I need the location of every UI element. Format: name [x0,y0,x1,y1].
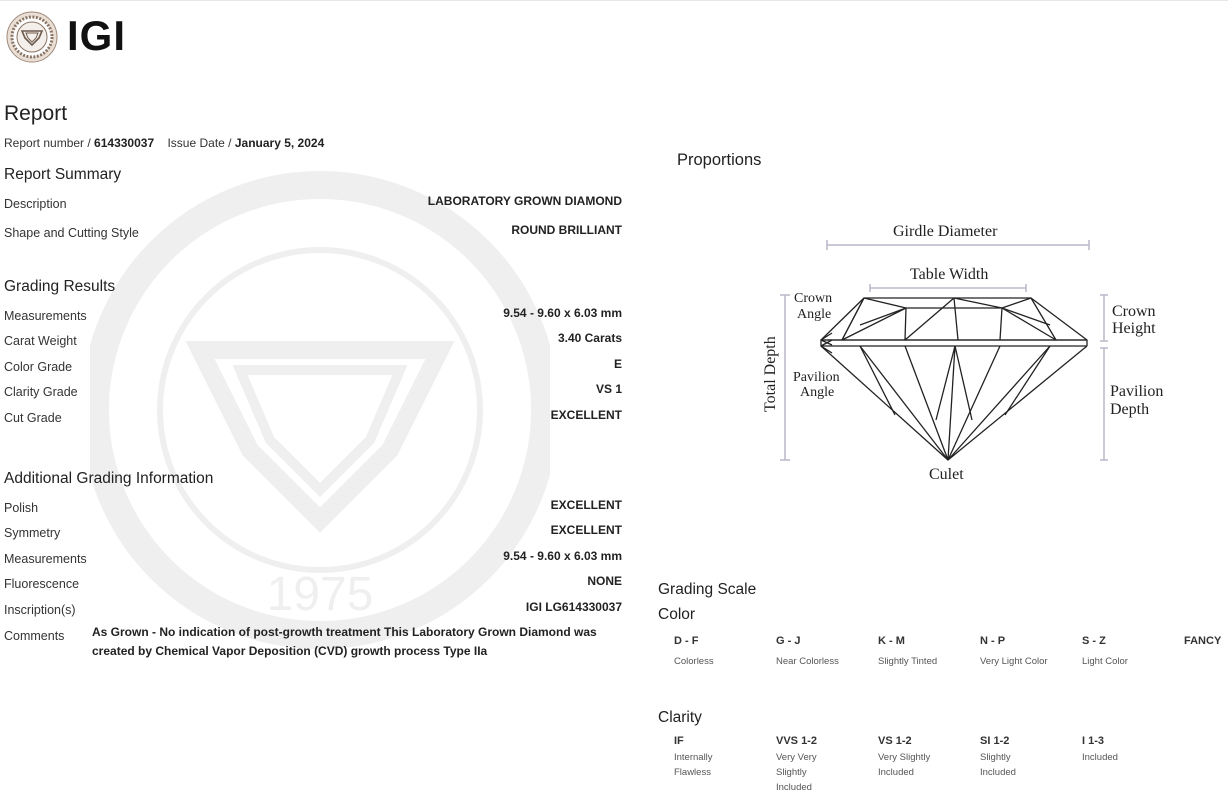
summary-label: Shape and Cutting Style [4,226,139,240]
additional-label: Measurements [4,552,87,566]
grading-label: Cut Grade [4,411,62,425]
color-scale-code: N - P [980,635,1006,647]
diamond-profile-icon: Girdle Diameter Table Width Crown Angle … [762,223,1163,483]
pavilion-angle-label: Pavilion [793,370,840,385]
igi-seal-icon [6,11,58,63]
grading-label: Measurements [4,309,87,323]
crown-angle-label: Angle [797,307,831,322]
color-scale-desc: Near Colorless [776,656,839,667]
comments-text: As Grown - No indication of post-growth … [92,625,597,658]
clarity-scale-desc: Internally Flawless [674,752,713,778]
svg-text:1975: 1975 [267,568,374,621]
clarity-scale-code: SI 1-2 [980,735,1010,747]
clarity-scale-code: VVS 1-2 [776,735,817,747]
igi-watermark-seal-icon: 1975 [90,171,550,649]
clarity-scale-desc: Very Very Slightly Included [776,752,817,793]
color-scale-desc: Slightly Tinted [878,656,938,667]
additional-label: Inscription(s) [4,603,76,617]
table-width-label: Table Width [910,266,988,283]
summary-value: LABORATORY GROWN DIAMOND [427,194,622,208]
color-scale-code: FANCY [1184,635,1222,647]
additional-label: Symmetry [4,526,61,540]
report-title: Report [4,102,68,125]
grading-value: VS 1 [595,382,622,396]
grading-label: Carat Weight [4,334,77,348]
color-scale-code: G - J [776,635,801,647]
grading-value: E [613,357,622,371]
total-depth-label: Total Depth [762,336,779,412]
additional-value: NONE [587,574,622,588]
igi-logo-text: IGI [67,12,127,59]
culet-label: Culet [929,466,964,483]
grading-value: 9.54 - 9.60 x 6.03 mm [503,306,622,320]
grading-scale-title: Grading Scale [658,581,757,598]
girdle-diameter-label: Girdle Diameter [893,223,998,240]
pavilion-angle-label: Angle [800,385,834,400]
color-scale-desc: Light Color [1082,656,1128,667]
additional-value: 9.54 - 9.60 x 6.03 mm [503,549,622,563]
clarity-scale-desc: Slightly Included [980,752,1016,778]
clarity-scale-desc: Included [1082,752,1118,763]
additional-title: Additional Grading Information [4,470,214,487]
proportions-title: Proportions [677,151,762,169]
comments-label: Comments [4,629,65,643]
summary-label: Description [4,197,67,211]
crown-height-label: Height [1112,320,1156,337]
report-number-label: Report number / [4,136,95,150]
pavilion-depth-label: Pavilion [1110,383,1163,400]
color-scale-code: D - F [674,635,699,647]
report-meta: Report number / 614330037 Issue Date / J… [4,136,324,150]
color-scale-desc: Colorless [674,656,714,667]
additional-value: IGI LG614330037 [525,600,622,614]
grading-label: Clarity Grade [4,385,78,399]
clarity-scale-title: Clarity [658,709,702,726]
clarity-scale-code: VS 1-2 [878,735,912,747]
issue-date: January 5, 2024 [234,136,325,150]
top-divider [0,0,1228,1]
pavilion-depth-label: Depth [1110,401,1149,418]
clarity-scale-desc: Very Slightly Included [878,752,931,778]
report-number: 614330037 [94,136,155,150]
grading-title: Grading Results [4,278,116,295]
grading-value: 3.40 Carats [557,331,622,345]
additional-value: EXCELLENT [550,523,622,537]
color-scale-title: Color [658,606,696,623]
issue-date-label: Issue Date / [167,136,235,150]
color-scale-code: S - Z [1082,635,1106,647]
color-scale-code: K - M [878,635,905,647]
clarity-scale-code: IF [674,735,684,747]
clarity-scale-code: I 1-3 [1082,735,1105,747]
grading-value: EXCELLENT [550,408,622,422]
color-scale-desc: Very Light Color [980,656,1048,667]
crown-angle-label: Crown [794,291,832,306]
summary-value: ROUND BRILLIANT [511,223,622,237]
additional-label: Polish [4,501,39,515]
grading-label: Color Grade [4,360,73,374]
summary-title: Report Summary [4,166,122,183]
additional-value: EXCELLENT [550,498,622,512]
additional-label: Fluorescence [4,577,80,591]
crown-height-label: Crown [1112,303,1156,320]
